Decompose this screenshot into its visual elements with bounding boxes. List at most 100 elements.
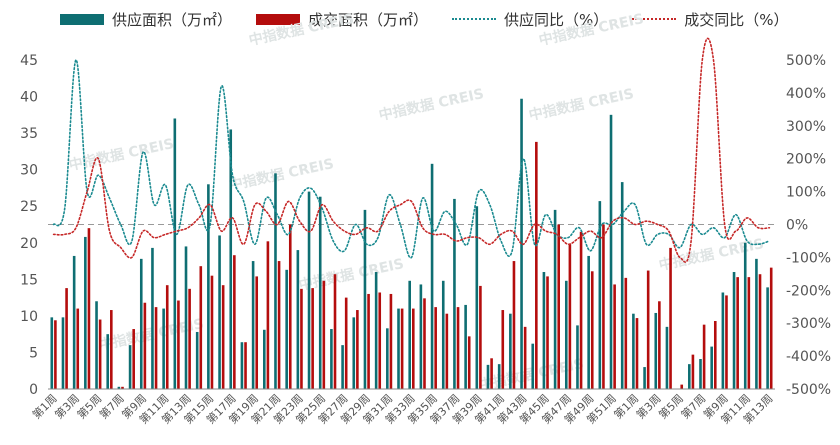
bar-deal-area xyxy=(445,313,449,389)
bar-supply-area xyxy=(207,184,210,389)
y-right-tick-label: 400% xyxy=(786,86,826,102)
bar-supply-area xyxy=(497,364,501,389)
bar-deal-area xyxy=(579,231,583,389)
bar-deal-area xyxy=(154,307,158,389)
bar-deal-area xyxy=(713,321,717,389)
left-y-axis: 0 5 10 15 20 25 30 35 40 45 xyxy=(20,53,38,398)
x-tick-label: 第7周 xyxy=(678,391,708,421)
bar-supply-area xyxy=(229,129,233,389)
bar-deal-area xyxy=(333,274,337,389)
legend-item-deal-yoy[interactable]: 成交同比（%） xyxy=(632,9,789,30)
bar-supply-area xyxy=(430,163,434,389)
bar-deal-area xyxy=(356,310,359,389)
bar-supply-area xyxy=(620,182,624,389)
bar-supply-area xyxy=(609,114,613,389)
bar-deal-area xyxy=(233,255,236,389)
bar-deal-area xyxy=(434,307,437,389)
bar-supply-area xyxy=(263,329,266,389)
y-right-tick-label: -300% xyxy=(786,316,831,332)
y-right-tick-label: -200% xyxy=(786,283,831,299)
bar-supply-area xyxy=(95,301,98,389)
bar-deal-area xyxy=(646,270,650,389)
legend-item-deal-area[interactable]: 成交面积（万㎡） xyxy=(256,9,428,30)
bar-deal-area xyxy=(266,241,270,389)
bar-supply-area xyxy=(576,325,579,389)
bar-deal-area xyxy=(479,285,482,389)
watermark-text: 中指数据 CREIS xyxy=(297,255,405,294)
bar-deal-area xyxy=(669,247,672,389)
bar-deal-area xyxy=(423,298,426,389)
bar-supply-area xyxy=(397,308,400,389)
bar-supply-area xyxy=(509,313,512,389)
bar-supply-area xyxy=(162,308,165,389)
bar-supply-area xyxy=(755,258,758,389)
bar-supply-area xyxy=(374,272,378,389)
watermark-text: 中指数据 CREIS xyxy=(377,85,485,124)
bar-supply-area xyxy=(743,242,747,389)
bar-supply-area xyxy=(218,235,221,389)
bar-supply-area xyxy=(72,255,76,389)
legend-label-supply-yoy: 供应同比（%） xyxy=(504,10,609,29)
bar-supply-area xyxy=(386,328,389,389)
bar-supply-area xyxy=(419,284,423,389)
bar-supply-area xyxy=(699,359,702,389)
x-tick-label: 第3周 xyxy=(633,391,663,421)
bar-supply-area xyxy=(151,247,154,389)
bar-deal-area xyxy=(758,274,762,389)
legend-swatch-supply-yoy xyxy=(452,18,497,20)
bar-supply-area xyxy=(408,280,411,389)
bar-supply-area xyxy=(710,346,713,389)
bar-supply-area xyxy=(117,386,121,389)
bar-deal-area xyxy=(132,329,135,389)
y-left-tick-label: 40 xyxy=(20,90,38,106)
bar-deal-area xyxy=(736,277,739,389)
bar-supply-area xyxy=(688,364,691,389)
bar-supply-area xyxy=(766,287,769,389)
chart-legend: 供应面积（万㎡） 成交面积（万㎡） 供应同比（%） 成交同比（%） xyxy=(60,6,813,32)
bar-supply-area xyxy=(184,246,188,389)
bar-deal-area xyxy=(602,224,605,389)
bar-supply-area xyxy=(50,317,54,389)
line-series xyxy=(52,37,771,263)
y-left-tick-label: 0 xyxy=(29,382,38,398)
bar-supply-area xyxy=(486,364,490,389)
bar-supply-area xyxy=(330,329,333,389)
bar-deal-area xyxy=(635,318,639,389)
bar-supply-area xyxy=(251,261,255,389)
legend-label-supply-area: 供应面积（万㎡） xyxy=(112,10,233,29)
bar-supply-area xyxy=(721,292,725,389)
y-right-tick-label: -500% xyxy=(786,382,831,398)
bar-deal-area xyxy=(412,308,415,389)
bar-deal-area xyxy=(389,293,393,389)
y-right-tick-label: 100% xyxy=(786,185,826,201)
bar-supply-area xyxy=(363,209,367,389)
y-left-tick-label: 25 xyxy=(20,199,38,215)
bar-supply-area xyxy=(598,201,602,389)
bar-supply-area xyxy=(318,196,322,389)
legend-swatch-deal-yoy xyxy=(632,18,677,20)
bar-supply-area xyxy=(553,209,557,389)
bar-deal-area xyxy=(210,275,214,389)
bar-supply-area xyxy=(464,304,467,389)
bar-deal-area xyxy=(624,277,628,389)
bar-supply-area xyxy=(654,312,658,389)
bar-deal-area xyxy=(613,284,616,389)
bar-deal-area xyxy=(501,310,505,389)
y-right-tick-label: 300% xyxy=(786,119,826,135)
bar-deal-area xyxy=(288,224,292,389)
bar-supply-area xyxy=(341,345,344,389)
bar-deal-area xyxy=(98,319,102,389)
watermark-text: 中指数据 CREIS xyxy=(227,155,335,194)
bar-deal-area xyxy=(456,307,460,389)
bar-supply-area xyxy=(61,317,65,389)
bar-series xyxy=(50,98,773,389)
bar-supply-area xyxy=(441,280,445,389)
bar-deal-area xyxy=(221,285,225,389)
bar-supply-area xyxy=(274,173,277,389)
bar-deal-area xyxy=(400,308,404,389)
legend-item-supply-area[interactable]: 供应面积（万㎡） xyxy=(60,9,232,30)
legend-item-supply-yoy[interactable]: 供应同比（%） xyxy=(452,9,608,30)
y-left-tick-label: 15 xyxy=(20,272,38,288)
bar-supply-area xyxy=(632,313,635,389)
bar-deal-area xyxy=(467,336,471,389)
